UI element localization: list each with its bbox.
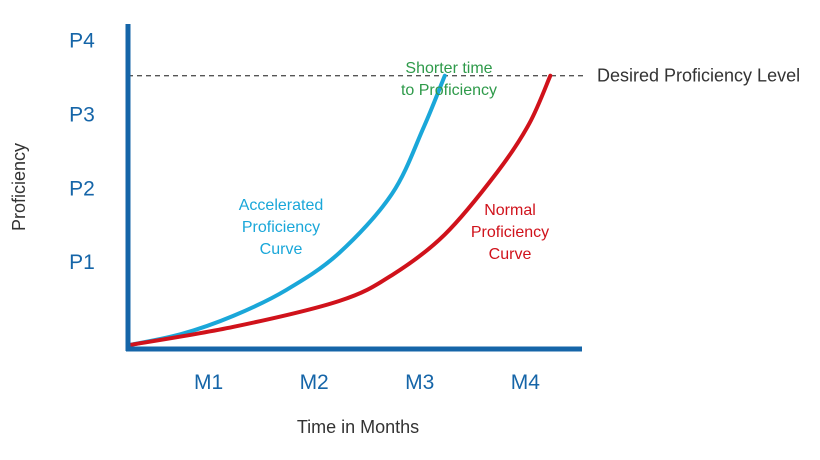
x-axis-title: Time in Months [297, 417, 419, 437]
y-tick-label-p3: P3 [69, 103, 95, 126]
normal-curve-label-line-2: Proficiency [471, 224, 549, 241]
accelerated-curve-label-line-1: Accelerated [239, 197, 324, 214]
x-tick-label-m2: M2 [300, 371, 329, 394]
y-axis-title: Proficiency [9, 143, 29, 231]
desired-level-label: Desired Proficiency Level [597, 66, 800, 86]
y-tick-label-p4: P4 [69, 30, 95, 53]
normal-curve-label-line-3: Curve [489, 246, 532, 263]
accelerated-curve-line [126, 73, 447, 348]
x-tick-label-m4: M4 [511, 371, 540, 394]
accelerated-curve-label-line-2: Proficiency [242, 219, 320, 236]
x-tick-label-m1: M1 [194, 371, 223, 394]
x-tick-label-m3: M3 [405, 371, 434, 394]
normal-curve-line [126, 73, 553, 348]
normal-curve-label-line-1: Normal [484, 202, 536, 219]
accelerated-curve-label-line-3: Curve [260, 241, 303, 258]
shorter-time-annotation-line-1: Shorter time [405, 60, 492, 77]
y-tick-label-p2: P2 [69, 177, 95, 200]
shorter-time-annotation-line-2: to Proficiency [401, 82, 497, 99]
y-tick-label-p1: P1 [69, 251, 95, 274]
